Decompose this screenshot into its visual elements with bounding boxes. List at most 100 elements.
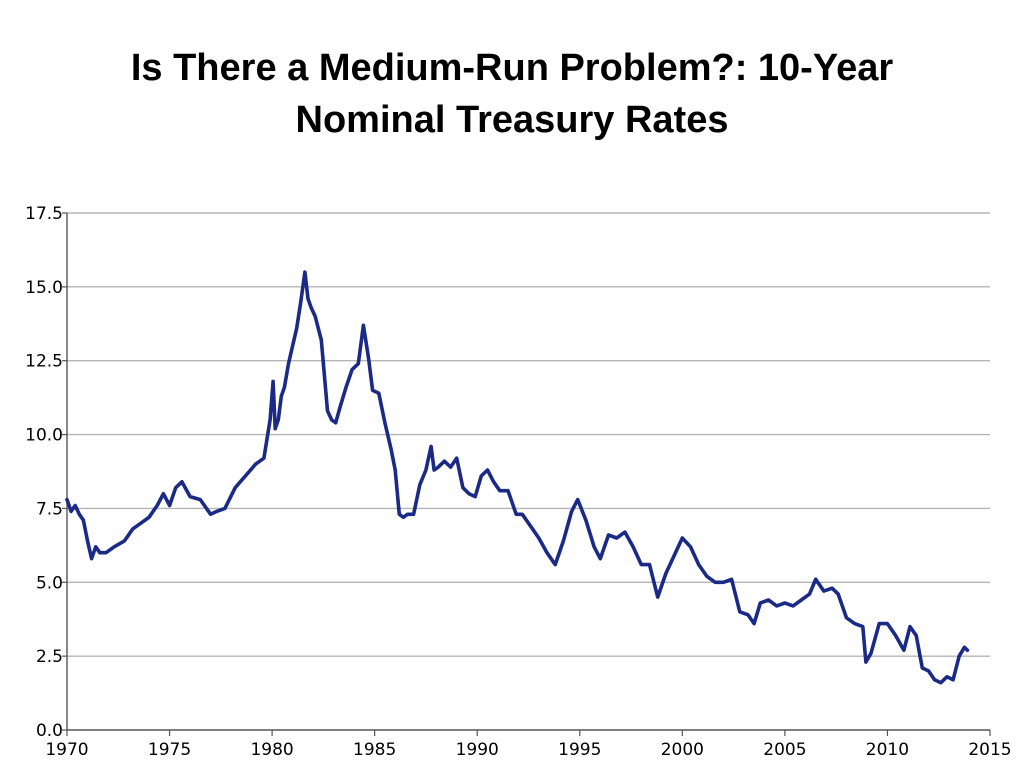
data-point — [592, 545, 596, 548]
data-point — [584, 519, 588, 522]
data-point — [338, 406, 341, 410]
data-point — [467, 492, 471, 495]
data-point — [498, 489, 501, 492]
data-point — [945, 675, 949, 678]
data-point — [180, 480, 184, 483]
data-point — [830, 587, 834, 590]
data-point — [69, 510, 73, 513]
data-point — [664, 572, 668, 575]
data-point — [147, 516, 151, 519]
data-point — [432, 468, 436, 472]
data-point — [808, 592, 811, 596]
x-tick-label: 1970 — [45, 740, 88, 760]
data-point — [623, 530, 627, 534]
data-point — [362, 324, 365, 327]
data-point — [958, 654, 961, 658]
data-point — [927, 669, 930, 673]
data-point — [131, 527, 134, 531]
data-point — [529, 525, 532, 528]
data-point — [162, 492, 165, 495]
data-point — [631, 545, 635, 548]
data-point — [480, 474, 483, 478]
data-point — [174, 486, 177, 489]
data-point — [357, 362, 360, 365]
data-point — [486, 468, 489, 472]
y-tick-label: 15.0 — [25, 278, 63, 298]
data-point — [461, 486, 465, 489]
data-point — [320, 338, 323, 342]
series-line-treasury-rate — [65, 270, 970, 685]
data-point — [474, 495, 477, 498]
data-point — [775, 604, 778, 608]
x-tick-label: 1980 — [250, 740, 293, 760]
data-point — [714, 581, 717, 584]
data-point — [752, 622, 756, 625]
data-point — [271, 380, 275, 383]
data-point — [287, 362, 290, 365]
data-point — [371, 389, 374, 392]
data-point — [759, 601, 762, 605]
y-tick-label: 2.5 — [36, 647, 63, 667]
data-point — [791, 604, 795, 608]
y-tick-label: 5.0 — [36, 573, 63, 593]
data-point — [705, 575, 709, 578]
data-point — [939, 681, 942, 684]
axes — [62, 212, 991, 736]
data-point — [406, 513, 409, 516]
data-point — [615, 536, 618, 540]
data-point — [223, 507, 227, 510]
data-point — [398, 513, 401, 516]
data-point — [861, 625, 864, 628]
data-point — [86, 539, 89, 543]
data-point — [689, 545, 692, 548]
data-point — [681, 536, 684, 540]
page-title-line-2: Nominal Treasury Rates — [295, 99, 729, 141]
data-point — [262, 457, 266, 460]
data-point — [537, 536, 540, 540]
data-point — [963, 646, 966, 649]
x-tick-label: 1985 — [353, 740, 396, 760]
data-point — [814, 578, 817, 581]
data-point — [640, 563, 643, 566]
data-point — [746, 613, 750, 616]
data-point — [104, 551, 108, 554]
data-point — [554, 563, 557, 566]
data-point — [280, 395, 283, 398]
data-point — [648, 563, 651, 566]
data-point — [455, 457, 458, 460]
x-tick-label: 1990 — [456, 740, 499, 760]
data-point — [443, 460, 446, 463]
data-point — [389, 448, 393, 451]
data-point — [94, 545, 97, 548]
y-tick-label: 12.5 — [25, 352, 63, 372]
data-point — [506, 489, 510, 492]
data-point — [878, 622, 881, 625]
data-point — [334, 421, 337, 424]
data-point — [492, 480, 495, 483]
data-point — [412, 513, 415, 516]
y-tick-label: 10.0 — [25, 426, 63, 446]
data-point — [894, 634, 897, 637]
data-point — [168, 504, 171, 507]
data-point — [545, 551, 549, 554]
data-point — [800, 598, 803, 602]
gridlines — [67, 212, 990, 657]
data-point — [326, 409, 329, 413]
data-point — [113, 545, 116, 548]
data-point — [209, 513, 212, 516]
data-point — [402, 516, 405, 519]
data-point — [90, 557, 93, 560]
data-point — [74, 504, 77, 507]
data-point — [306, 297, 310, 300]
data-point — [299, 300, 302, 303]
data-point — [697, 563, 700, 566]
data-point — [607, 533, 610, 537]
data-point — [864, 660, 868, 664]
data-point — [837, 592, 840, 596]
x-tick-labels: 1970 1975 1980 1985 1990 1995 2000 2005 2010 2015 — [45, 740, 1011, 760]
data-point — [330, 418, 333, 421]
data-point — [845, 616, 848, 619]
data-point — [156, 504, 159, 507]
data-point — [283, 386, 286, 389]
